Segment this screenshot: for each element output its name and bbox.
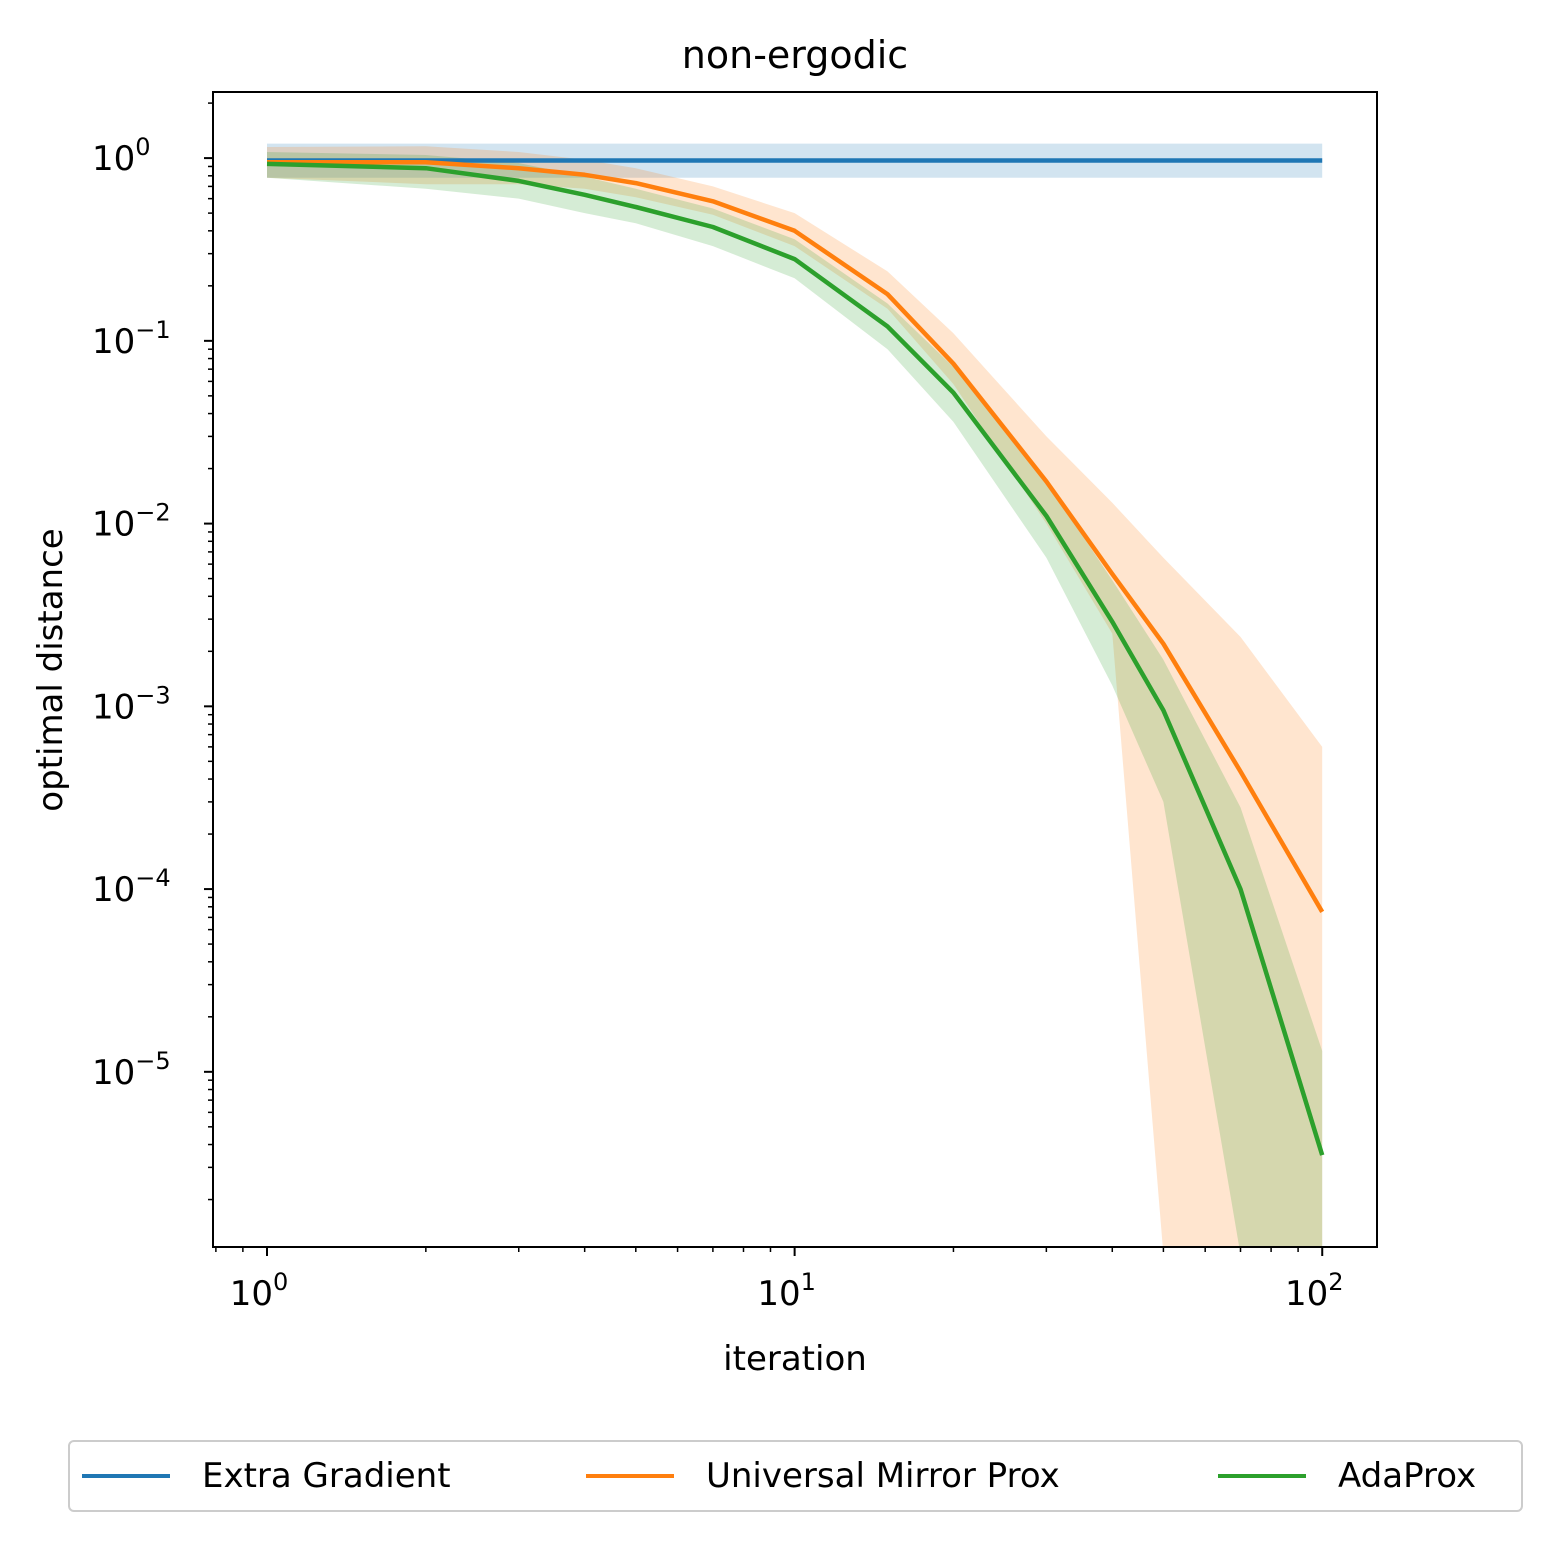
legend-item: Universal Mirror Prox xyxy=(586,1442,1060,1510)
y-tick-base: 10 xyxy=(92,505,135,545)
y-tick-base: 10 xyxy=(92,139,135,179)
legend-item: Extra Gradient xyxy=(82,1442,451,1510)
legend-line-swatch xyxy=(586,1474,674,1478)
legend-label: Extra Gradient xyxy=(202,1456,451,1496)
y-tick-exponent: −3 xyxy=(135,681,170,709)
y-tick-base: 10 xyxy=(92,1053,135,1093)
y-tick-exponent: −4 xyxy=(135,864,170,892)
series-band-1 xyxy=(267,146,1323,1247)
legend-item: AdaProx xyxy=(1218,1442,1476,1510)
y-tick-exponent: 0 xyxy=(135,133,150,161)
y-tick-base: 10 xyxy=(92,322,135,362)
y-tick-label: 10−3 xyxy=(92,681,171,727)
axes-frame xyxy=(212,91,1378,1248)
y-tick-exponent: −5 xyxy=(135,1047,170,1075)
x-tick-label: 101 xyxy=(757,1268,816,1314)
x-axis-label: iteration xyxy=(723,1339,867,1379)
series-line-1 xyxy=(267,159,1325,914)
x-tick-exponent: 2 xyxy=(1328,1268,1343,1296)
y-tick-label: 10−4 xyxy=(92,864,171,910)
y-tick-label: 100 xyxy=(92,133,151,179)
x-tick-base: 10 xyxy=(230,1274,273,1314)
chart-title: non-ergodic xyxy=(682,33,908,77)
x-tick-label: 100 xyxy=(230,1268,289,1314)
legend-label: AdaProx xyxy=(1338,1456,1477,1496)
series-line-2 xyxy=(266,161,1325,1156)
y-axis-label: optimal distance xyxy=(31,528,71,811)
x-tick-exponent: 1 xyxy=(801,1268,816,1296)
x-tick-label: 102 xyxy=(1285,1268,1344,1314)
legend: Extra Gradient Universal Mirror Prox AdaPr… xyxy=(68,1440,1523,1512)
y-tick-base: 10 xyxy=(92,687,135,727)
legend-label: Universal Mirror Prox xyxy=(706,1456,1060,1496)
y-tick-label: 10−1 xyxy=(92,316,171,362)
y-tick-exponent: −1 xyxy=(135,316,170,344)
legend-line-swatch xyxy=(82,1474,170,1478)
legend-line-swatch xyxy=(1218,1474,1306,1478)
y-tick-label: 10−5 xyxy=(92,1047,171,1093)
x-tick-base: 10 xyxy=(1285,1274,1328,1314)
x-tick-exponent: 0 xyxy=(273,1268,288,1296)
x-tick-base: 10 xyxy=(757,1274,800,1314)
y-tick-base: 10 xyxy=(92,870,135,910)
y-tick-label: 10−2 xyxy=(92,499,171,545)
y-tick-exponent: −2 xyxy=(135,499,170,527)
